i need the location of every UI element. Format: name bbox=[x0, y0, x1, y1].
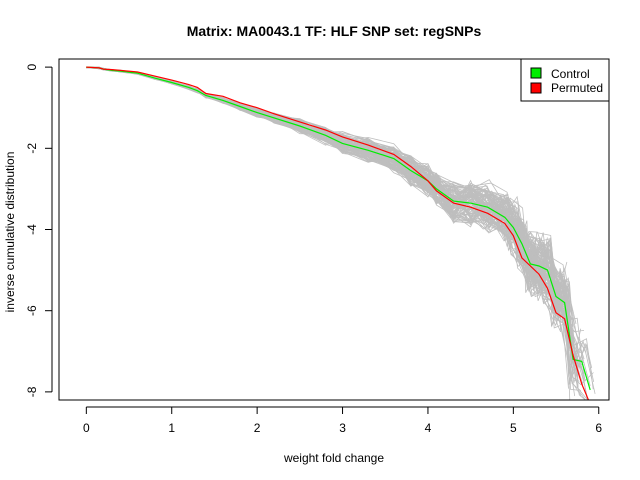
background-permutation-line bbox=[86, 66, 552, 293]
background-permutation-line bbox=[86, 66, 563, 303]
background-permutation-line bbox=[86, 67, 550, 274]
legend-label-permuted: Permuted bbox=[551, 81, 603, 95]
x-tick-label: 5 bbox=[510, 421, 517, 435]
series-line-permuted bbox=[86, 66, 590, 400]
y-tick-label: 0 bbox=[25, 63, 39, 70]
background-permutation-line bbox=[86, 67, 560, 297]
background-permutation-line bbox=[86, 67, 561, 283]
legend-swatch-permuted bbox=[530, 82, 542, 94]
background-permutation-line bbox=[86, 67, 568, 310]
legend: Control Permuted bbox=[520, 58, 610, 102]
background-permutation-line bbox=[86, 67, 565, 311]
series-lines-group bbox=[86, 66, 591, 400]
background-permutation-line bbox=[86, 66, 560, 289]
x-tick-label: 1 bbox=[168, 421, 175, 435]
x-axis: 0 1 2 3 4 5 6 bbox=[83, 406, 602, 435]
background-permutation-line bbox=[86, 66, 557, 292]
background-permutation-line bbox=[86, 67, 550, 269]
background-lines-group bbox=[86, 66, 596, 400]
background-permutation-line bbox=[86, 66, 569, 299]
background-permutation-line bbox=[86, 66, 570, 318]
x-tick-label: 6 bbox=[595, 421, 602, 435]
y-axis: 0 -2 -4 -6 -8 bbox=[25, 63, 53, 397]
background-permutation-line bbox=[86, 66, 548, 267]
background-permutation-line bbox=[86, 66, 555, 289]
background-permutation-line bbox=[86, 66, 556, 281]
legend-label-control: Control bbox=[551, 67, 590, 81]
background-permutation-line bbox=[86, 67, 567, 290]
background-permutation-line bbox=[86, 67, 564, 313]
legend-box bbox=[520, 58, 610, 102]
series-line-control bbox=[86, 66, 591, 391]
x-tick-label: 0 bbox=[83, 421, 90, 435]
background-permutation-line bbox=[86, 66, 550, 276]
x-tick-label: 2 bbox=[254, 421, 261, 435]
background-permutation-line bbox=[86, 66, 550, 284]
chart-title: Matrix: MA0043.1 TF: HLF SNP set: regSNP… bbox=[187, 23, 482, 39]
background-permutation-line bbox=[86, 67, 550, 267]
x-tick-label: 4 bbox=[425, 421, 432, 435]
y-tick-label: -2 bbox=[25, 143, 39, 154]
y-axis-label: inverse cumulative distribution bbox=[3, 152, 17, 313]
x-tick-label: 3 bbox=[339, 421, 346, 435]
background-permutation-line bbox=[86, 67, 555, 275]
background-permutation-line bbox=[86, 66, 552, 293]
background-permutation-line bbox=[86, 66, 546, 288]
plot-frame bbox=[58, 58, 610, 401]
background-permutation-line bbox=[86, 66, 546, 289]
background-permutation-line bbox=[86, 67, 564, 289]
background-permutation-line bbox=[86, 66, 548, 281]
background-permutation-line bbox=[86, 66, 548, 294]
y-tick-label: -6 bbox=[25, 305, 39, 316]
background-permutation-line bbox=[86, 66, 562, 290]
background-permutation-line bbox=[86, 66, 570, 285]
legend-swatch-control bbox=[530, 67, 542, 79]
background-permutation-line bbox=[86, 66, 546, 274]
background-permutation-line bbox=[86, 66, 570, 313]
background-permutation-line bbox=[86, 66, 560, 305]
y-tick-label: -8 bbox=[25, 386, 39, 397]
x-axis-label: weight fold change bbox=[283, 451, 384, 465]
y-tick-label: -4 bbox=[25, 224, 39, 235]
